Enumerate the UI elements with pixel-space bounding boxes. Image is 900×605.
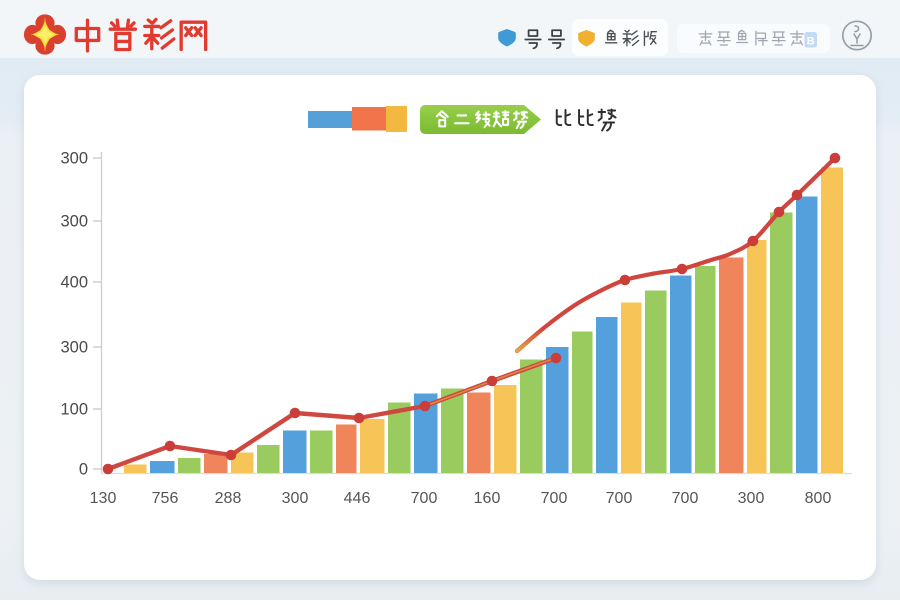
svg-text:100: 100 bbox=[60, 401, 88, 419]
svg-text:756: 756 bbox=[152, 490, 179, 507]
svg-text:300: 300 bbox=[60, 339, 88, 357]
svg-text:700: 700 bbox=[606, 490, 633, 507]
svg-text:160: 160 bbox=[474, 490, 501, 507]
svg-text:700: 700 bbox=[411, 490, 438, 507]
svg-text:130: 130 bbox=[90, 490, 117, 507]
svg-text:700: 700 bbox=[541, 490, 568, 507]
svg-text:300: 300 bbox=[738, 490, 765, 507]
svg-text:288: 288 bbox=[215, 490, 242, 507]
svg-text:446: 446 bbox=[344, 490, 371, 507]
svg-text:300: 300 bbox=[60, 213, 88, 231]
svg-text:300: 300 bbox=[60, 150, 88, 168]
svg-text:400: 400 bbox=[60, 274, 88, 292]
svg-text:B: B bbox=[807, 35, 815, 47]
svg-text:800: 800 bbox=[805, 490, 832, 507]
svg-text:700: 700 bbox=[672, 490, 699, 507]
svg-text:300: 300 bbox=[282, 490, 309, 507]
svg-text:0: 0 bbox=[79, 461, 88, 479]
